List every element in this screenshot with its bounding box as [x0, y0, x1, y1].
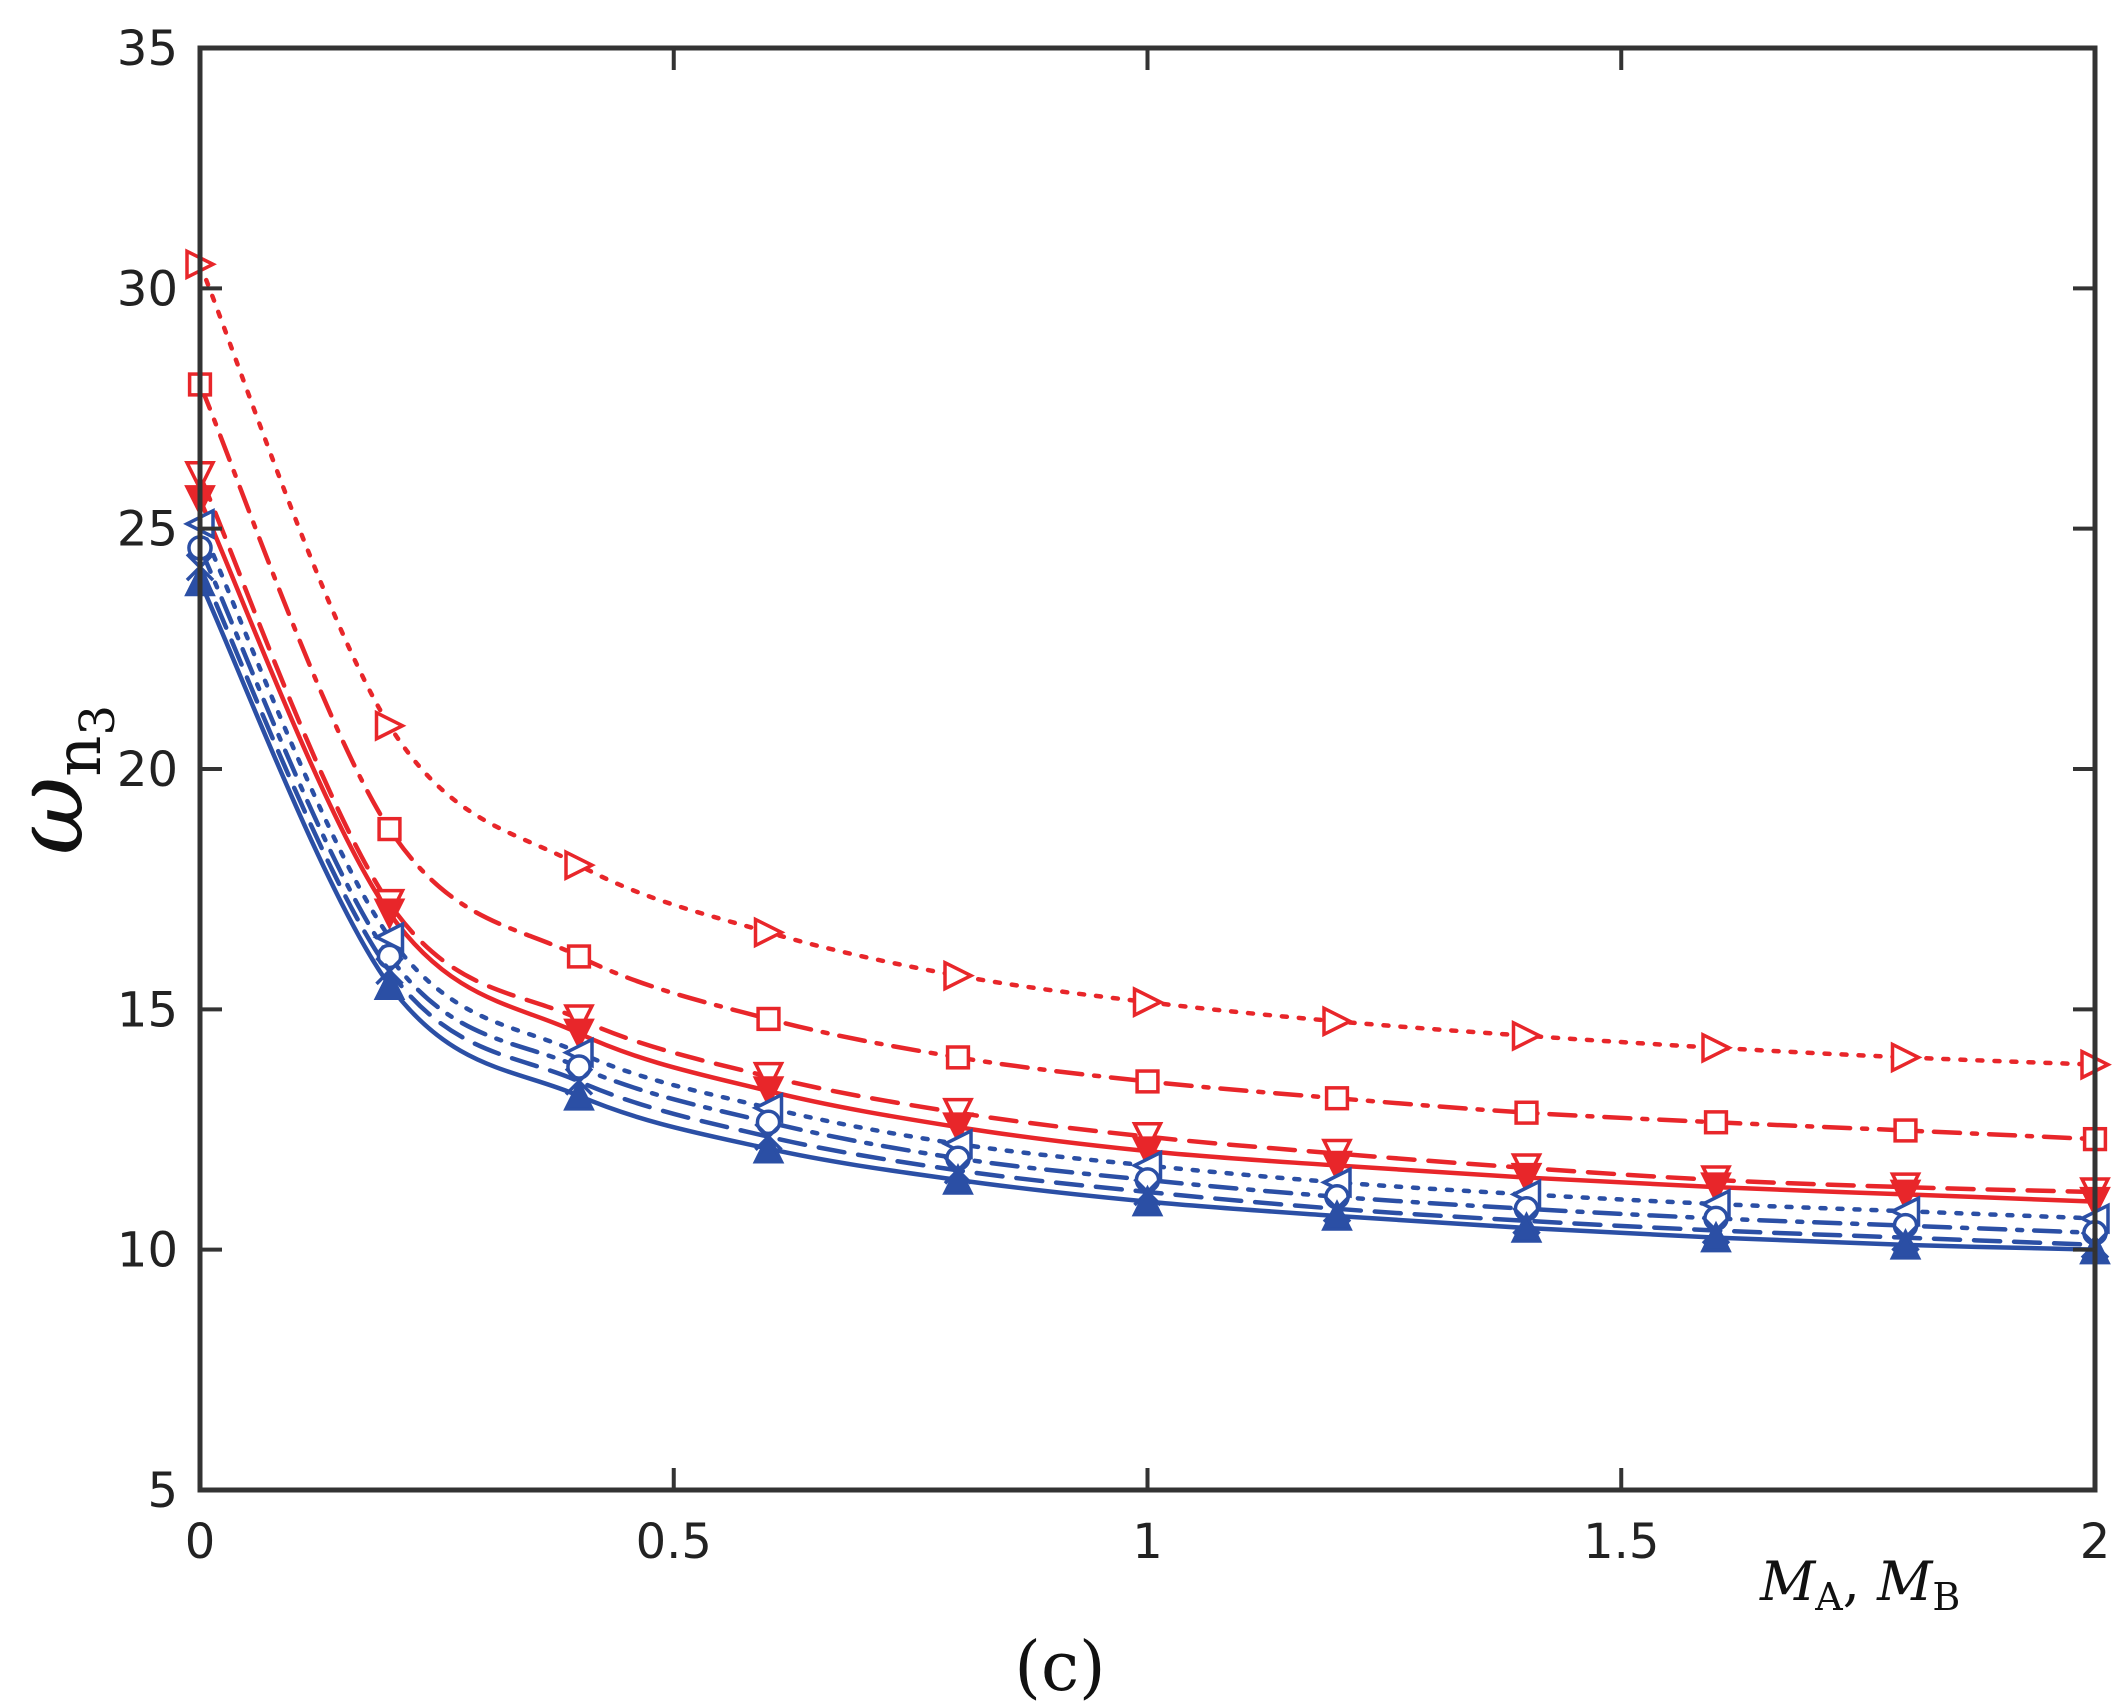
circle-marker [566, 1054, 592, 1080]
y-axis-label-subscript: n [42, 736, 116, 777]
y-tick-label: 5 [147, 1463, 178, 1519]
triangle-down-filled-marker [752, 1076, 785, 1108]
triangle-right-marker [1322, 1005, 1354, 1038]
x-tick-label: 1.5 [1583, 1514, 1659, 1570]
triangle-down-filled-marker [942, 1112, 974, 1145]
y-tick-label: 35 [117, 21, 178, 77]
square-marker [1324, 1086, 1350, 1111]
series-8 [184, 564, 2111, 1265]
y-tick-label: 20 [117, 742, 178, 798]
triangle-right-marker [1890, 1041, 1923, 1074]
square-marker [566, 944, 592, 969]
series-4 [184, 485, 2111, 1219]
triangle-up-filled-marker [1321, 1199, 1353, 1231]
series-2 [187, 372, 2108, 1152]
triangle-down-filled-marker [563, 1018, 595, 1051]
triangle-down-filled-marker [1700, 1172, 1732, 1205]
series-line [197, 545, 2098, 1236]
triangle-down-filled-marker [1321, 1150, 1353, 1183]
triangle-right-marker [943, 959, 975, 992]
y-tick-label: 25 [117, 502, 178, 558]
triangle-up-filled-marker [942, 1163, 974, 1195]
x-axis-label-var1: M [1759, 1550, 1817, 1613]
triangle-up-filled-marker [1700, 1220, 1732, 1253]
square-marker [1135, 1069, 1160, 1094]
triangle-down-filled-marker [1131, 1136, 1164, 1169]
series-line [197, 262, 2098, 1067]
triangle-right-marker [1511, 1019, 1544, 1052]
square-marker [945, 1045, 971, 1070]
series-3 [184, 461, 2111, 1209]
x-axis-label-sub2: B [1932, 1575, 1960, 1619]
triangle-down-filled-marker [373, 898, 406, 931]
y-axis-label-symbol: ω [0, 777, 105, 855]
y-tick-label: 30 [117, 261, 178, 317]
triangle-up-filled-marker [373, 968, 406, 1001]
triangle-right-marker [1701, 1031, 1733, 1064]
square-marker [1703, 1110, 1729, 1135]
series-line [197, 564, 2098, 1248]
x-axis-label-separator: , [1843, 1550, 1877, 1613]
triangle-up-filled-marker [1889, 1227, 1922, 1260]
x-axis-label-var2: M [1876, 1550, 1934, 1613]
triangle-up-filled-marker [1131, 1184, 1164, 1217]
y-tick-label: 10 [117, 1223, 178, 1279]
triangle-up-filled-marker [563, 1078, 595, 1111]
series-line [197, 579, 2098, 1252]
x-tick-label: 2 [2080, 1514, 2111, 1570]
series-line [197, 382, 2098, 1142]
figure-caption: (c) [1014, 1628, 1105, 1705]
y-axis-label-subsubscript: 3 [70, 705, 126, 736]
series-line [197, 497, 2098, 1204]
triangle-right-marker [1132, 986, 1165, 1018]
x-tick-label: 1 [1132, 1514, 1163, 1570]
series-line [197, 473, 2098, 1195]
square-marker [1893, 1118, 1918, 1143]
x-tick-label: 0 [185, 1514, 216, 1570]
axes-frame [197, 45, 2098, 1493]
series-line [197, 521, 2098, 1221]
y-tick-label: 15 [117, 982, 178, 1038]
square-marker [1514, 1100, 1539, 1125]
x-axis-label-sub1: A [1814, 1575, 1843, 1619]
series-1 [185, 248, 2112, 1081]
x-tick-label: 0.5 [636, 1514, 712, 1570]
triangle-right-marker [564, 849, 596, 881]
triangle-down-filled-marker [1510, 1162, 1543, 1195]
triangle-up-filled-marker [1510, 1211, 1543, 1243]
x-axis-label: MA, MB [1759, 1550, 1960, 1619]
triangle-up-filled-marker [752, 1131, 785, 1164]
y-axis-label: ωn3 [0, 705, 126, 855]
triangle-down-filled-marker [1889, 1179, 1922, 1212]
triangle-right-marker [753, 916, 786, 949]
series-group [183, 248, 2112, 1265]
square-marker [377, 816, 402, 842]
square-marker [756, 1006, 781, 1032]
triangle-right-marker [374, 709, 407, 742]
